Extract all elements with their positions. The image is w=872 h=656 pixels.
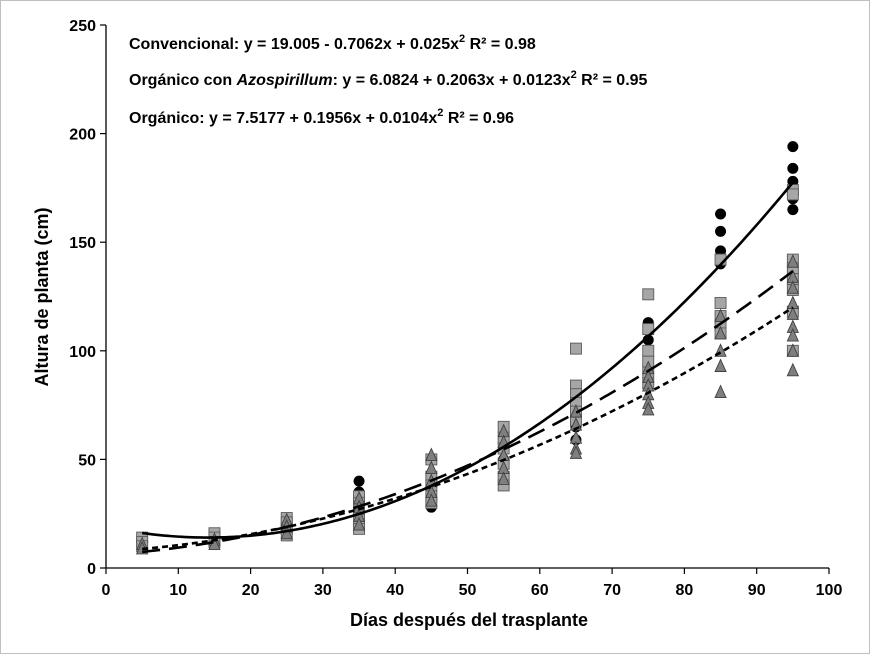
point-organico bbox=[786, 328, 800, 342]
y-tick-label: 250 bbox=[69, 18, 96, 35]
point-organico bbox=[786, 343, 800, 357]
point-convencional bbox=[787, 141, 799, 153]
point-organico bbox=[714, 308, 727, 322]
point-organico bbox=[786, 280, 800, 294]
equation-r2: R² = 0.95 bbox=[581, 72, 647, 89]
equation-annotations: Convencional: y = 19.005 - 0.7062x + 0.0… bbox=[129, 33, 648, 127]
y-tick-label: 200 bbox=[69, 127, 96, 144]
x-tick-label: 60 bbox=[531, 582, 549, 599]
fit-curve-organico bbox=[142, 306, 794, 551]
point-azospirillum bbox=[570, 342, 582, 355]
y-tick-label: 150 bbox=[69, 235, 96, 252]
equation-exponent: 2 bbox=[437, 107, 443, 119]
equation-formula: y = 7.5177 + 0.1956x + 0.0104x bbox=[209, 110, 437, 127]
point-organico bbox=[497, 471, 510, 485]
equation-formula: y = 19.005 - 0.7062x + 0.025x bbox=[244, 36, 459, 53]
point-organico bbox=[569, 445, 583, 459]
equation-azospirillum: Orgánico con Azospirillum: y = 6.0824 + … bbox=[129, 69, 648, 89]
x-tick-label: 90 bbox=[748, 582, 766, 599]
x-tick-label: 40 bbox=[386, 582, 404, 599]
x-tick-label: 80 bbox=[676, 582, 694, 599]
point-organico bbox=[786, 362, 800, 377]
x-tick-label: 100 bbox=[816, 582, 843, 599]
equation-r2: R² = 0.96 bbox=[448, 110, 514, 127]
y-axis-title: Altura de planta (cm) bbox=[32, 207, 52, 386]
y-tick-label: 100 bbox=[69, 344, 96, 361]
x-tick-label: 50 bbox=[459, 582, 477, 599]
x-tick-label: 70 bbox=[603, 582, 621, 599]
point-azospirillum bbox=[642, 344, 655, 357]
x-axis-title: Días después del trasplante bbox=[350, 610, 588, 630]
point-organico bbox=[786, 254, 800, 268]
point-organico bbox=[714, 358, 727, 372]
point-convencional bbox=[715, 225, 727, 237]
equation-colon: : bbox=[199, 110, 209, 127]
point-azospirillum bbox=[642, 288, 655, 301]
equation-organico: Orgánico: y = 7.5177 + 0.1956x + 0.0104x… bbox=[129, 107, 514, 127]
point-organico bbox=[714, 384, 727, 399]
equation-formula: y = 6.0824 + 0.2063x + 0.0123x bbox=[342, 72, 570, 89]
point-organico bbox=[714, 325, 727, 340]
equation-name: Orgánico con bbox=[129, 72, 237, 89]
y-tick-label: 0 bbox=[87, 561, 96, 578]
x-tick-label: 30 bbox=[314, 582, 332, 599]
point-organico bbox=[642, 401, 655, 416]
point-organico bbox=[425, 493, 438, 507]
x-tick-label: 10 bbox=[169, 582, 187, 599]
equation-name-italic: Azospirillum bbox=[236, 72, 333, 89]
fit-curve-azospirillum bbox=[142, 270, 794, 554]
equation-name: Convencional bbox=[129, 36, 234, 53]
point-azospirillum bbox=[786, 188, 799, 201]
data-points bbox=[135, 141, 800, 555]
x-tick-label: 20 bbox=[242, 582, 260, 599]
equation-exponent: 2 bbox=[571, 69, 577, 81]
equation-convencional: Convencional: y = 19.005 - 0.7062x + 0.0… bbox=[129, 33, 536, 53]
x-tick-label: 0 bbox=[102, 582, 111, 599]
equation-colon: : bbox=[333, 72, 343, 89]
equation-exponent: 2 bbox=[459, 33, 465, 45]
point-convencional bbox=[715, 208, 727, 220]
point-convencional bbox=[787, 204, 799, 216]
fit-curves bbox=[141, 181, 794, 554]
axes: 0 10 20 30 40 50 60 70 80 90 100 0 50 100 150 200 250 bbox=[69, 18, 842, 599]
point-convencional bbox=[787, 162, 799, 174]
fit-curve-convencional bbox=[141, 181, 794, 539]
point-azospirillum bbox=[714, 297, 727, 309]
point-organico bbox=[352, 516, 366, 531]
y-tick-label: 50 bbox=[78, 452, 96, 469]
equation-r2: R² = 0.98 bbox=[470, 36, 536, 53]
point-convencional bbox=[353, 475, 365, 487]
equation-colon: : bbox=[234, 36, 244, 53]
equation-name: Orgánico bbox=[129, 110, 199, 127]
